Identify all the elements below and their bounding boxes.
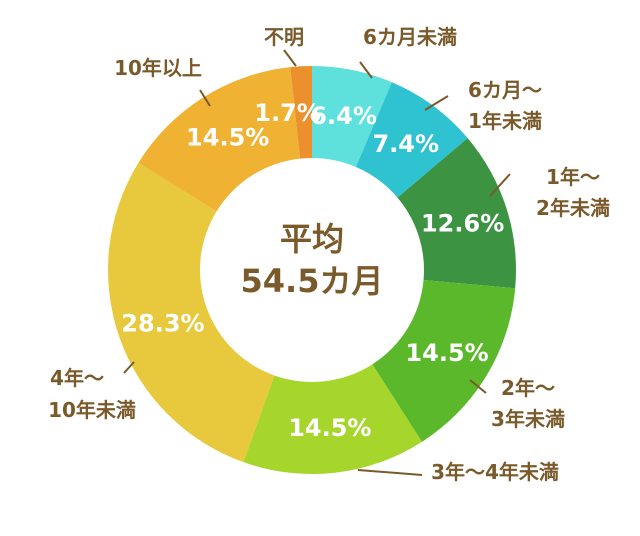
slice-value-label-8: 1.7% <box>254 99 321 127</box>
center-label-line2: 54.5カ月 <box>241 262 384 300</box>
slice-value-label-1: 6.4% <box>310 102 377 130</box>
slice-value-label-2: 7.4% <box>372 130 439 158</box>
slice-1 <box>312 66 392 167</box>
category-label-5-line1: 3年〜4年未満 <box>431 460 559 484</box>
leader-line-7 <box>199 89 211 107</box>
category-label-2-line1: 6カ月〜 <box>468 78 542 102</box>
slice-5 <box>243 364 422 474</box>
category-label-6-line2: 10年未満 <box>48 398 136 422</box>
category-labels: 6カ月未満 6カ月〜 1年未満 1年〜 2年未満 2年〜 3年未満 3年〜4年未満 4年〜 10年… <box>48 25 610 484</box>
category-label-3-line2: 2年未満 <box>536 196 610 220</box>
leader-line-5 <box>357 469 423 476</box>
category-label-6-line1: 4年〜 <box>50 366 104 390</box>
center-label-line1: 平均 <box>280 220 344 258</box>
category-label-4-line2: 3年未満 <box>491 407 565 431</box>
category-label-3-line1: 1年〜 <box>546 165 600 189</box>
leader-line-2 <box>424 95 449 111</box>
leader-line-1 <box>359 61 373 79</box>
slice-7 <box>138 67 301 212</box>
slice-4 <box>372 280 516 442</box>
category-label-7-line1: 10年以上 <box>114 56 202 80</box>
leader-line-4 <box>469 379 487 394</box>
leader-line-3 <box>489 173 511 197</box>
slice-2 <box>355 82 468 198</box>
slice-value-label-7: 14.5% <box>186 123 269 151</box>
slice-value-label-3: 12.6% <box>421 209 504 237</box>
leader-line-8 <box>283 49 297 67</box>
leader-lines <box>123 49 511 476</box>
slice-value-label-5: 14.5% <box>288 414 371 442</box>
category-label-1-line1: 6カ月未満 <box>363 25 457 49</box>
slice-value-labels: 6.4%7.4%12.6%14.5%14.5%28.3%14.5%1.7% <box>121 99 504 442</box>
donut-slices <box>107 66 516 474</box>
category-label-8-line1: 不明 <box>264 25 304 49</box>
slice-value-label-6: 28.3% <box>121 309 204 337</box>
slice-value-label-4: 14.5% <box>405 339 488 367</box>
category-label-2-line2: 1年未満 <box>468 109 542 133</box>
category-label-4-line1: 2年〜 <box>501 376 555 400</box>
slice-6 <box>107 163 275 463</box>
slice-3 <box>397 138 516 289</box>
leader-line-6 <box>123 361 135 374</box>
slice-8 <box>290 66 312 159</box>
